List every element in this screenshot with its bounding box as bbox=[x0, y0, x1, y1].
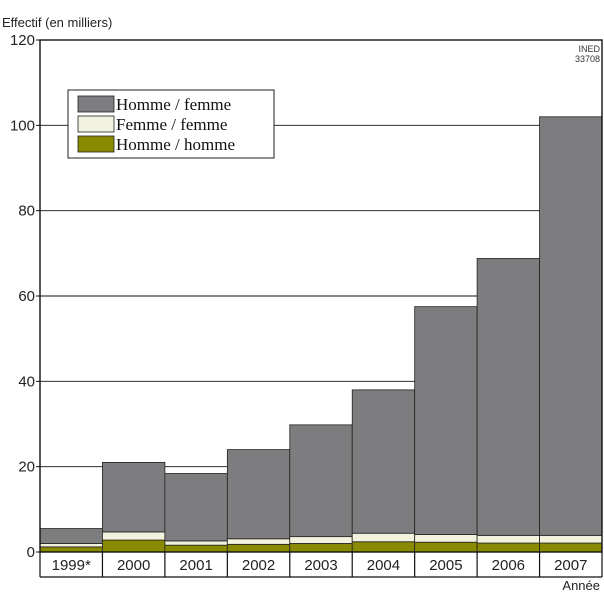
bar-2007-series-2 bbox=[539, 116, 603, 536]
bar-2007-series-0 bbox=[539, 542, 603, 553]
bar-1999-series-2 bbox=[39, 528, 103, 544]
bar-2004-series-1 bbox=[351, 532, 416, 543]
y-tick-label-120: 120 bbox=[10, 32, 35, 49]
x-tick-label-2002: 2002 bbox=[242, 557, 275, 574]
credit-line-1: INED bbox=[578, 44, 600, 54]
y-axis-title: Effectif (en milliers) bbox=[2, 15, 112, 30]
bar-2002-series-1 bbox=[226, 538, 291, 545]
bar-2000-series-0 bbox=[102, 539, 166, 553]
bar-2003-series-1 bbox=[289, 536, 353, 544]
bars bbox=[39, 116, 603, 553]
x-axis-ticks: 1999* 2000 2001 2002 2003 2004 2005 2006 2007 bbox=[39, 552, 603, 577]
bar-2001-series-2 bbox=[164, 473, 228, 542]
bar-2003-series-2 bbox=[289, 424, 353, 538]
y-tick-label-100: 100 bbox=[10, 117, 35, 134]
bar-2006-series-2 bbox=[476, 258, 540, 536]
y-tick-label-80: 80 bbox=[18, 203, 35, 220]
x-tick-label-2001: 2001 bbox=[179, 557, 212, 574]
bar-2005-series-2 bbox=[414, 306, 478, 535]
x-tick-label-2007: 2007 bbox=[554, 557, 587, 574]
credit: INED 33708 bbox=[575, 44, 601, 64]
legend-swatch-1 bbox=[77, 115, 115, 133]
bar-2001-series-1 bbox=[164, 540, 228, 546]
bar-2000-series-1 bbox=[102, 531, 166, 541]
bar-2004-series-2 bbox=[351, 389, 416, 534]
bar-2002-series-2 bbox=[226, 449, 291, 540]
legend-swatch-2 bbox=[77, 135, 115, 153]
legend-label-2: Homme / homme bbox=[116, 135, 235, 154]
x-tick-label-2003: 2003 bbox=[304, 557, 337, 574]
legend-label-1: Femme / femme bbox=[116, 115, 227, 134]
legend-swatch-0 bbox=[77, 95, 115, 113]
x-tick-label-1999: 1999* bbox=[52, 557, 91, 574]
legend-label-0: Homme / femme bbox=[116, 95, 231, 114]
bar-2003-series-0 bbox=[289, 543, 353, 553]
bar-2000-series-2 bbox=[102, 461, 166, 533]
bar-2001-series-0 bbox=[164, 544, 228, 553]
bar-2005-series-0 bbox=[414, 541, 478, 553]
x-tick-label-2006: 2006 bbox=[492, 557, 525, 574]
y-tick-label-20: 20 bbox=[18, 459, 35, 476]
bar-2004-series-0 bbox=[351, 541, 416, 553]
bar-2005-series-1 bbox=[414, 534, 478, 543]
y-tick-label-60: 60 bbox=[18, 288, 35, 305]
bar-2007-series-1 bbox=[539, 534, 603, 544]
credit-line-2: 33708 bbox=[575, 54, 600, 64]
x-tick-label-2000: 2000 bbox=[117, 557, 150, 574]
bar-1999-series-0 bbox=[39, 546, 103, 553]
x-tick-label-2004: 2004 bbox=[367, 557, 400, 574]
x-axis-title: Année bbox=[562, 578, 600, 593]
y-axis-ticks: 0 20 40 60 80 100 120 bbox=[10, 32, 40, 561]
bar-2002-series-0 bbox=[226, 543, 291, 553]
bar-2006-series-0 bbox=[476, 542, 540, 553]
y-tick-label-40: 40 bbox=[18, 373, 35, 390]
x-tick-label-2005: 2005 bbox=[429, 557, 462, 574]
bar-1999-series-1 bbox=[39, 543, 103, 548]
y-tick-label-0: 0 bbox=[27, 544, 35, 561]
bar-2006-series-1 bbox=[476, 534, 540, 544]
